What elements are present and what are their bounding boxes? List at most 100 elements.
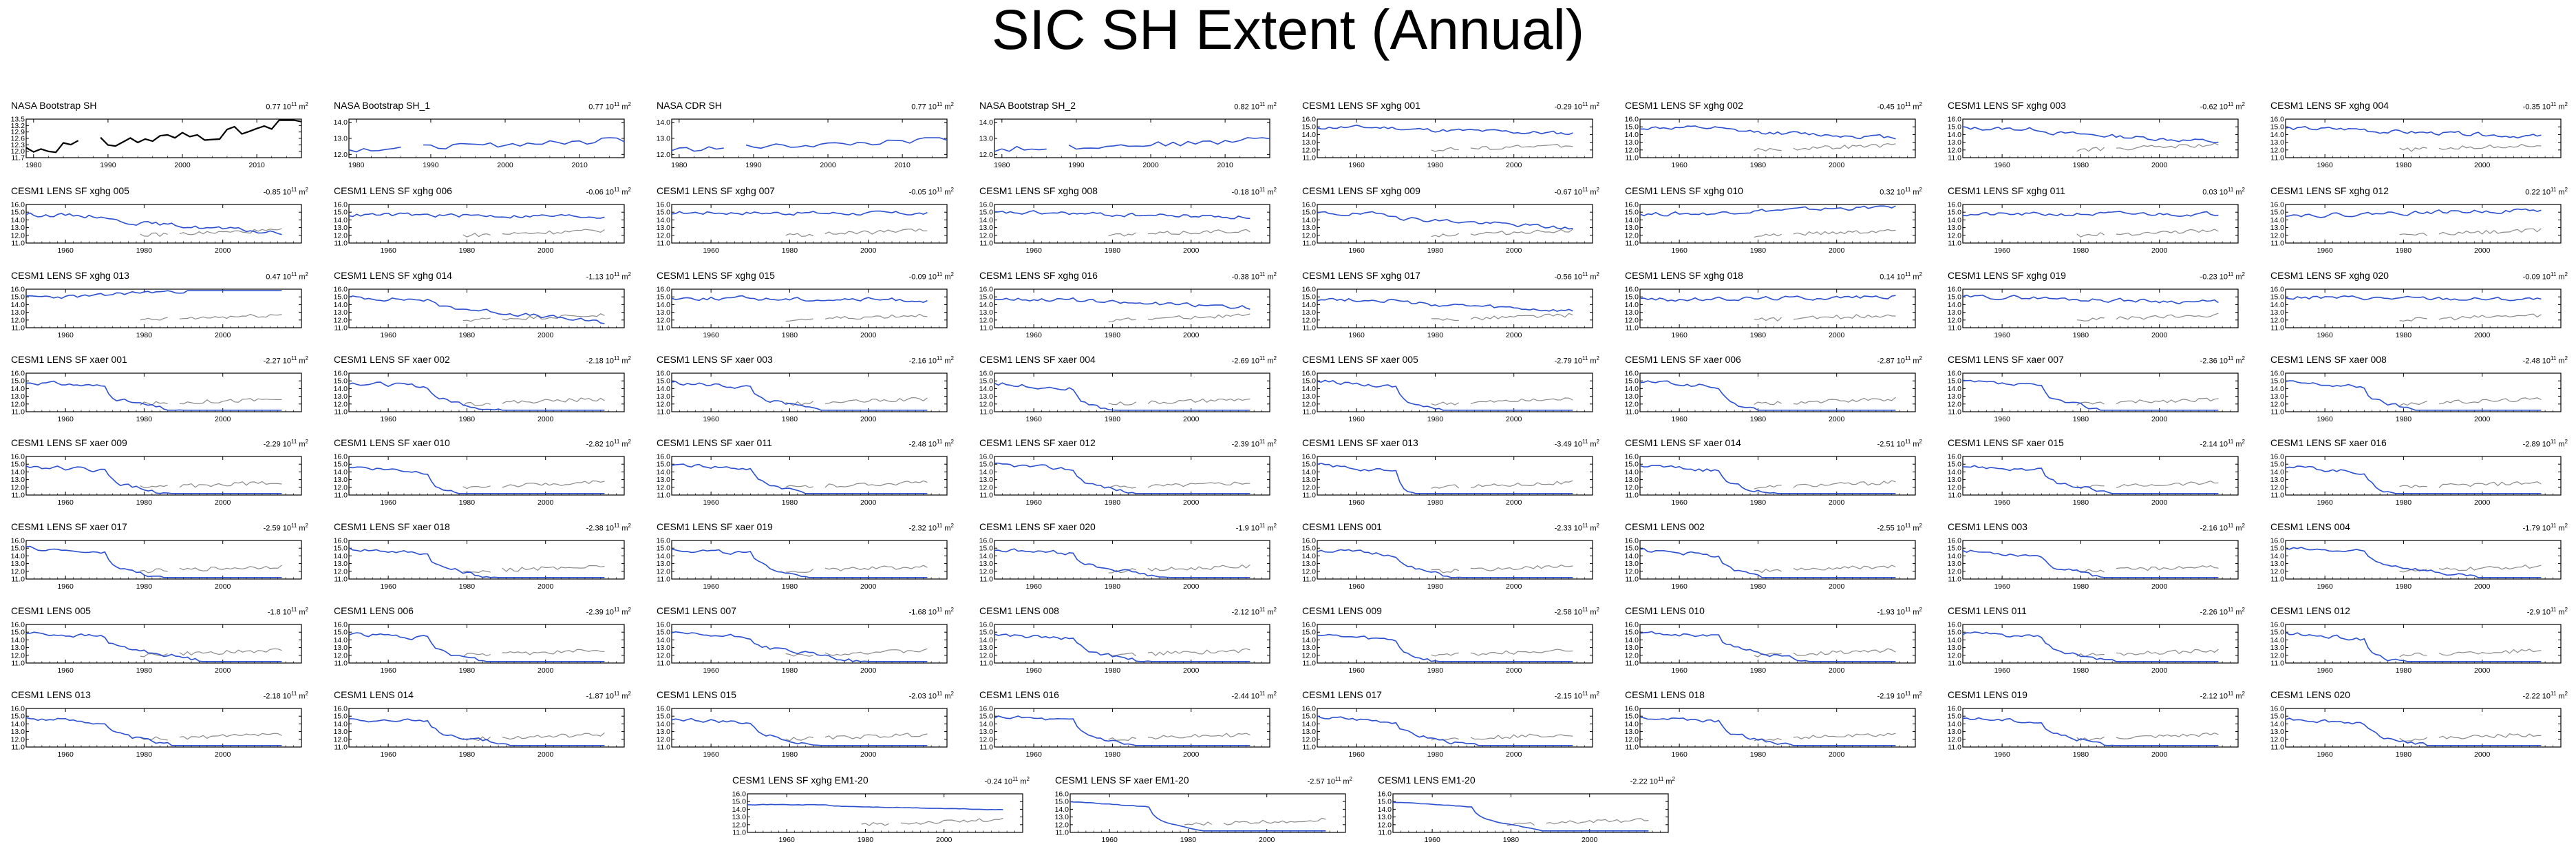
y-tick-label: 13.0 xyxy=(1948,728,1962,736)
trend-exponent: 11 xyxy=(1259,101,1266,107)
trend-exponent: 11 xyxy=(1905,607,1911,613)
trend-unit: 10 xyxy=(280,440,291,449)
panel-plot: 16.015.014.013.012.011.0 1960 1980 2000 xyxy=(1948,453,2239,507)
panel-trend: -0.23 1011 m2 xyxy=(2200,271,2245,282)
trend-area-unit: m xyxy=(1588,357,1597,366)
trend-exponent: 11 xyxy=(937,271,943,277)
x-tick-label: 1960 xyxy=(1348,331,1365,339)
x-tick-label: 2000 xyxy=(215,331,231,339)
x-tick-label: 1960 xyxy=(1348,750,1365,759)
y-tick-label: 11.0 xyxy=(2270,408,2284,417)
trend-area-unit: m xyxy=(1588,608,1597,617)
trend-unit: 10 xyxy=(1894,273,1905,282)
trend-unit: 10 xyxy=(2540,692,2551,701)
x-tick-label: 1960 xyxy=(2317,750,2333,759)
y-tick-label: 12.0 xyxy=(2270,735,2285,744)
y-tick-label: 11.0 xyxy=(979,492,993,500)
obs-overlay-line xyxy=(140,733,282,741)
trend-area-unit: m xyxy=(619,273,628,282)
trend-value: -2.57 xyxy=(1307,777,1325,786)
x-tick-label: 1960 xyxy=(1671,582,1688,591)
x-tick-label: 1980 xyxy=(782,246,798,255)
chart-panel: CESM1 LENS SF xaer 020 -1.9 1011 m2 16.0 15… xyxy=(974,521,1277,602)
y-tick-label: 12.0 xyxy=(11,147,25,156)
panel-plot: 16.015.014.013.012.011.0 1960 1980 2000 xyxy=(1625,286,1916,339)
panel-title: CESM1 LENS 010 xyxy=(1625,605,1705,616)
x-tick-label: 2000 xyxy=(1829,750,1845,759)
y-tick-label: 12.0 xyxy=(979,400,994,408)
trend-unit: 10 xyxy=(2217,357,2228,366)
obs-series-line xyxy=(994,137,1270,152)
plot-frame xyxy=(671,456,948,496)
y-tick-label: 11.0 xyxy=(1948,492,1961,500)
x-tick-label: 2000 xyxy=(860,750,877,759)
trend-exponent: 11 xyxy=(614,355,620,361)
chart-panel: CESM1 LENS SF xaer 007 -2.36 1011 m2 16.0 1… xyxy=(1942,354,2245,434)
trend-area-exponent: 2 xyxy=(1919,439,1922,445)
x-tick-label: 1960 xyxy=(1101,836,1118,844)
trend-exponent: 11 xyxy=(2228,691,2234,697)
model-series-line xyxy=(1639,205,1896,217)
panel-title: CESM1 LENS 013 xyxy=(11,689,91,700)
trend-exponent: 11 xyxy=(291,439,297,445)
trend-exponent: 11 xyxy=(614,101,620,107)
x-tick-label: 1960 xyxy=(1994,331,2010,339)
trend-unit: 10 xyxy=(1571,608,1582,617)
panel-title: CESM1 LENS 011 xyxy=(1948,605,2027,616)
trend-area-unit: m xyxy=(2556,692,2565,701)
y-tick-label: 12.0 xyxy=(1948,483,1962,492)
trend-area-exponent: 2 xyxy=(1919,607,1922,613)
x-tick-label: 2000 xyxy=(860,246,877,255)
trend-area-unit: m xyxy=(1588,103,1597,112)
trend-value: -1.79 xyxy=(2522,524,2540,533)
obs-overlay-line xyxy=(2076,649,2219,658)
y-tick-label: 12.3 xyxy=(11,141,25,149)
x-tick-label: 1980 xyxy=(2073,582,2089,591)
panel-plot: 16.015.014.013.012.011.0 1960 1980 2000 xyxy=(1625,537,1916,591)
chart-panel: CESM1 LENS SF xghg 009 -0.67 1011 m2 16.0 1… xyxy=(1297,185,1599,266)
y-tick-label: 16.0 xyxy=(2270,370,2285,378)
plot-frame xyxy=(671,624,948,664)
model-series-line xyxy=(25,212,282,235)
panel-trend: -0.85 1011 m2 xyxy=(264,187,308,197)
trend-value: 0.14 xyxy=(1880,273,1895,282)
y-tick-label: 11.0 xyxy=(1302,240,1316,248)
chart-panel: CESM1 LENS 007 -1.68 1011 m2 16.0 15.0 14.0 1… xyxy=(651,605,954,686)
panel-trend: -2.48 1011 m2 xyxy=(2523,355,2568,366)
x-tick-label: 1980 xyxy=(1105,498,1121,507)
x-tick-label: 1960 xyxy=(1348,582,1365,591)
model-series-line xyxy=(1639,631,1896,662)
y-tick-label: 11.0 xyxy=(979,240,993,248)
y-tick-label: 13.0 xyxy=(1625,392,1639,401)
y-tick-label: 14.0 xyxy=(2270,301,2285,309)
obs-overlay-line xyxy=(2399,397,2542,406)
y-tick-label: 14.0 xyxy=(979,636,994,644)
trend-area-exponent: 2 xyxy=(2564,439,2568,445)
trend-exponent: 11 xyxy=(1582,523,1588,529)
y-tick-label: 16.0 xyxy=(2270,453,2285,461)
plot-frame xyxy=(25,456,302,496)
x-tick-label: 2000 xyxy=(1506,246,1522,255)
x-tick-label: 1980 xyxy=(2396,415,2412,423)
y-tick-label: 11.0 xyxy=(657,408,670,417)
panel-trend: -1.68 1011 m2 xyxy=(909,607,954,617)
trend-value: -1.8 xyxy=(267,608,281,617)
trend-unit: 10 xyxy=(2540,357,2551,366)
trend-exponent: 11 xyxy=(2228,271,2234,277)
panel-title: CESM1 LENS SF xghg 018 xyxy=(1625,270,1743,281)
panel-trend: -2.44 1011 m2 xyxy=(1232,691,1277,701)
y-tick-label: 16.0 xyxy=(2270,621,2285,629)
plot-frame xyxy=(2285,118,2562,158)
panel-title: NASA Bootstrap SH xyxy=(11,100,97,111)
x-tick-label: 1980 xyxy=(782,415,798,423)
y-tick-label: 12.0 xyxy=(657,400,671,408)
x-tick-label: 1960 xyxy=(1424,836,1440,844)
x-tick-label: 2000 xyxy=(2474,666,2491,675)
y-tick-label: 15.0 xyxy=(657,629,671,637)
y-tick-label: 11.0 xyxy=(11,240,25,248)
model-series-line xyxy=(671,548,928,578)
x-tick-label: 2000 xyxy=(215,582,231,591)
x-tick-label: 2000 xyxy=(2151,582,2168,591)
panel-title: CESM1 LENS SF xaer 015 xyxy=(1948,437,2064,448)
chart-panel: CESM1 LENS 014 -1.87 1011 m2 16.0 15.0 14.0 1… xyxy=(328,689,631,770)
